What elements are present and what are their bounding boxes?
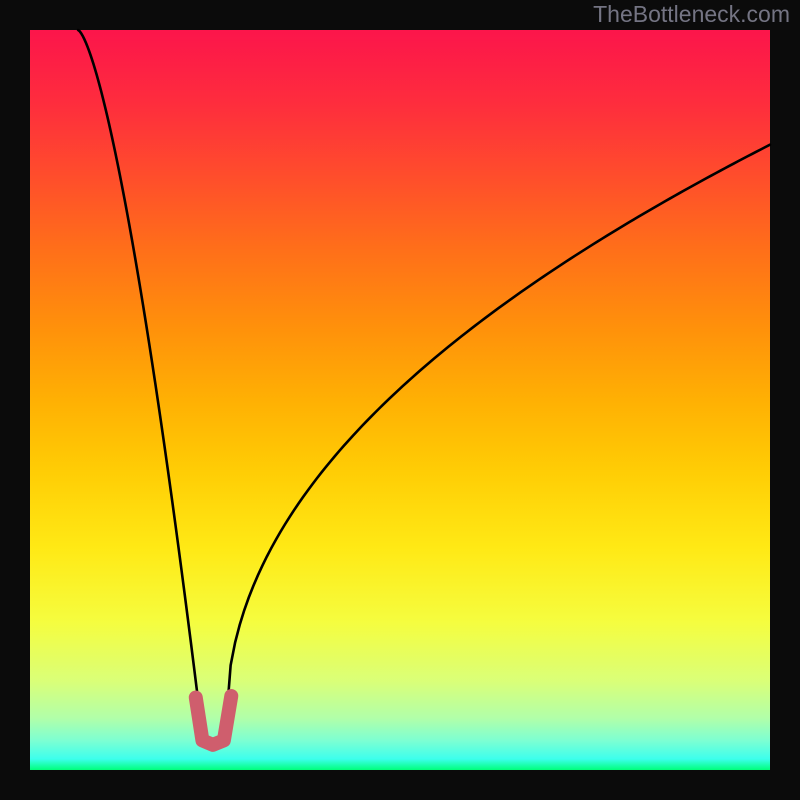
gradient-background [30,30,770,770]
attribution-watermark: TheBottleneck.com [593,1,790,28]
bottleneck-chart [0,0,800,800]
figure-frame: TheBottleneck.com [0,0,800,800]
attribution-text: TheBottleneck.com [593,1,790,27]
